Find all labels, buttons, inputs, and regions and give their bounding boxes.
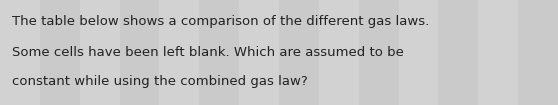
Bar: [398, 0, 439, 105]
Bar: [359, 0, 398, 105]
Bar: [279, 0, 319, 105]
Bar: [199, 0, 239, 105]
Text: constant while using the combined gas law?: constant while using the combined gas la…: [12, 75, 308, 89]
Bar: [239, 0, 279, 105]
Bar: [80, 0, 119, 105]
Bar: [478, 0, 518, 105]
Bar: [160, 0, 199, 105]
Text: The table below shows a comparison of the different gas laws.: The table below shows a comparison of th…: [12, 16, 429, 28]
Bar: [439, 0, 478, 105]
Bar: [0, 0, 40, 105]
Bar: [518, 0, 558, 105]
Text: Some cells have been left blank. Which are assumed to be: Some cells have been left blank. Which a…: [12, 45, 404, 58]
Bar: [40, 0, 80, 105]
Bar: [119, 0, 160, 105]
Bar: [319, 0, 359, 105]
